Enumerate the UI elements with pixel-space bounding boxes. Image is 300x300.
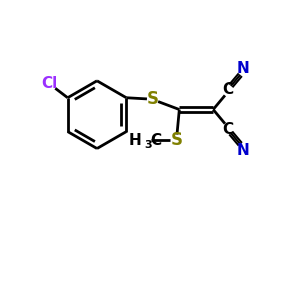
Text: N: N	[236, 61, 249, 76]
Text: S: S	[170, 131, 182, 149]
Text: C: C	[151, 133, 162, 148]
Text: Cl: Cl	[41, 76, 58, 91]
Text: C: C	[222, 122, 233, 137]
Text: S: S	[147, 90, 159, 108]
Text: H: H	[129, 133, 142, 148]
Text: 3: 3	[144, 140, 152, 150]
Text: C: C	[222, 82, 233, 97]
Text: N: N	[236, 143, 249, 158]
